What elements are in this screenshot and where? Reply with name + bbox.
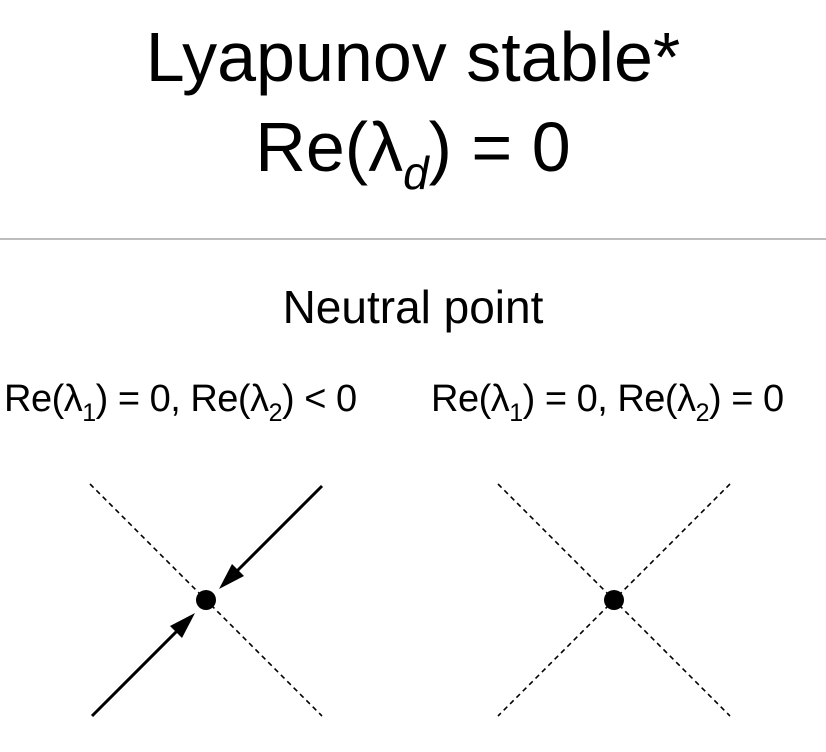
case-2-a-suffix: ) = 0, Re(λ [522, 378, 696, 420]
equilibrium-point-1 [196, 590, 216, 610]
title-line-1: Lyapunov stable* [0, 22, 826, 92]
section-divider [0, 238, 826, 240]
title-eq-prefix: Re(λ [255, 108, 404, 186]
equilibrium-point-2 [604, 590, 624, 610]
stable-trajectory-upper [232, 484, 324, 576]
arrow-inward-upper [219, 564, 244, 589]
case-2-b-subscript: 2 [695, 399, 710, 427]
case-2-label: Re(λ1) = 0, Re(λ2) = 0 [431, 380, 784, 426]
case-1-a-suffix: ) = 0, Re(λ [95, 378, 269, 420]
case-2-b-suffix: ) = 0 [709, 378, 784, 420]
title-eq-suffix: ) = 0 [428, 108, 571, 186]
case-1-b-suffix: ) < 0 [282, 378, 357, 420]
title-text: Lyapunov stable* [145, 18, 681, 96]
stable-trajectory-lower [90, 626, 182, 718]
case-1-a-prefix: Re(λ [4, 378, 83, 420]
section-title: Neutral point [282, 281, 544, 333]
title-line-2: Re(λd) = 0 [0, 112, 826, 196]
portrait-case-2 [497, 483, 731, 717]
portrait-case-1 [89, 483, 324, 718]
case-1-a-subscript: 1 [82, 399, 96, 427]
case-2-a-subscript: 1 [509, 399, 523, 427]
case-1-label: Re(λ1) = 0, Re(λ2) < 0 [4, 380, 357, 426]
case-1-b-subscript: 2 [268, 399, 283, 427]
arrow-inward-lower [170, 613, 195, 638]
title-eq-subscript: d [403, 147, 429, 199]
case-2-a-prefix: Re(λ [431, 378, 510, 420]
